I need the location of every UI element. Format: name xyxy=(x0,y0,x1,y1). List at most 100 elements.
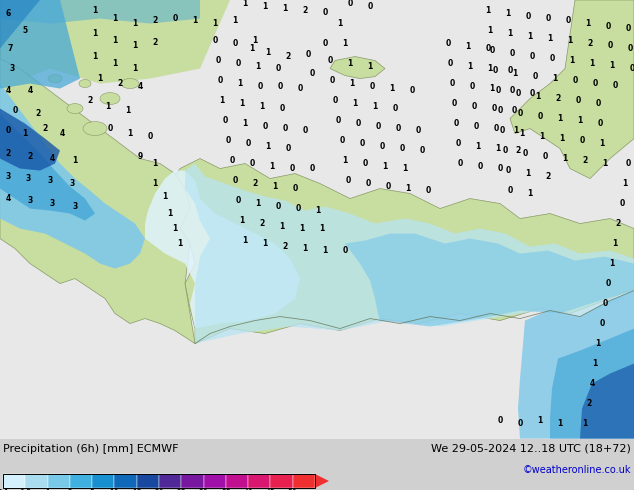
Polygon shape xyxy=(185,164,634,343)
Text: 1: 1 xyxy=(242,119,248,128)
Text: 0: 0 xyxy=(275,202,281,211)
Text: 1: 1 xyxy=(152,179,158,188)
Text: 35: 35 xyxy=(221,489,231,490)
Text: 0: 0 xyxy=(597,119,603,128)
Text: 0: 0 xyxy=(216,56,221,65)
Text: 1: 1 xyxy=(262,2,268,11)
Text: 50: 50 xyxy=(288,489,297,490)
Text: 1: 1 xyxy=(315,206,321,215)
Ellipse shape xyxy=(83,122,107,136)
Text: 3: 3 xyxy=(48,176,53,185)
Text: 0: 0 xyxy=(491,104,496,113)
Text: 0: 0 xyxy=(359,139,365,148)
Text: 0: 0 xyxy=(486,44,491,53)
Text: 2: 2 xyxy=(515,146,521,155)
Text: 1: 1 xyxy=(567,36,573,45)
Text: 1: 1 xyxy=(178,239,183,248)
Text: 1: 1 xyxy=(527,189,533,198)
Text: 0: 0 xyxy=(363,159,368,168)
Polygon shape xyxy=(145,171,300,329)
Text: 1: 1 xyxy=(347,59,353,68)
Text: 0: 0 xyxy=(509,49,515,58)
Text: 1: 1 xyxy=(514,126,519,135)
Text: We 29-05-2024 12..18 UTC (18+72): We 29-05-2024 12..18 UTC (18+72) xyxy=(431,444,631,454)
Bar xyxy=(3,474,315,488)
Text: 3: 3 xyxy=(49,199,55,208)
Text: 5: 5 xyxy=(22,26,27,35)
Text: 1: 1 xyxy=(403,164,408,173)
Text: 0: 0 xyxy=(235,196,241,205)
Text: 1: 1 xyxy=(559,134,565,143)
Text: 2: 2 xyxy=(282,242,288,251)
Text: 0: 0 xyxy=(356,119,361,128)
Text: 4: 4 xyxy=(138,82,143,91)
Text: 1: 1 xyxy=(547,34,553,43)
Text: 2: 2 xyxy=(152,38,158,47)
Text: 1: 1 xyxy=(233,16,238,25)
Text: 3: 3 xyxy=(72,202,77,211)
Polygon shape xyxy=(315,474,329,488)
Text: 0: 0 xyxy=(453,119,458,128)
Text: 0: 0 xyxy=(493,124,498,133)
Text: 1: 1 xyxy=(192,16,198,25)
Bar xyxy=(271,474,293,488)
Text: 0: 0 xyxy=(612,81,618,90)
Text: 0: 0 xyxy=(322,8,328,17)
Text: 1: 1 xyxy=(609,61,614,70)
Bar xyxy=(25,474,48,488)
Text: 1: 1 xyxy=(266,142,271,151)
Text: 0.1: 0.1 xyxy=(0,489,9,490)
Text: 0: 0 xyxy=(172,14,178,23)
Text: 0: 0 xyxy=(507,66,513,75)
Text: 0: 0 xyxy=(500,126,505,135)
Bar xyxy=(204,474,226,488)
Text: 1: 1 xyxy=(489,84,495,93)
Polygon shape xyxy=(510,0,634,178)
Text: 0: 0 xyxy=(550,54,555,63)
Text: 0: 0 xyxy=(498,164,503,173)
Text: 0: 0 xyxy=(346,176,351,185)
Text: 1: 1 xyxy=(320,224,325,233)
Text: 1: 1 xyxy=(133,19,138,28)
Text: 1: 1 xyxy=(162,192,167,201)
Text: 1: 1 xyxy=(562,154,567,163)
Text: 3: 3 xyxy=(69,179,75,188)
Bar xyxy=(3,474,25,488)
Text: 1: 1 xyxy=(342,39,347,48)
Polygon shape xyxy=(0,0,200,49)
Text: 1: 1 xyxy=(505,9,510,18)
Text: 0: 0 xyxy=(225,136,231,145)
Text: 45: 45 xyxy=(266,489,275,490)
Text: 0: 0 xyxy=(573,76,578,85)
Text: 1: 1 xyxy=(280,222,285,231)
Text: 0: 0 xyxy=(498,416,503,425)
Text: 1: 1 xyxy=(256,199,261,208)
Polygon shape xyxy=(0,0,195,343)
Polygon shape xyxy=(0,0,200,24)
Bar xyxy=(248,474,271,488)
Text: 0: 0 xyxy=(455,139,461,148)
Text: 10: 10 xyxy=(110,489,119,490)
Text: 1: 1 xyxy=(590,59,595,68)
Text: 1: 1 xyxy=(488,64,493,73)
Text: 6: 6 xyxy=(5,9,11,18)
Text: 0: 0 xyxy=(493,66,498,75)
Text: 9: 9 xyxy=(138,152,143,161)
Polygon shape xyxy=(0,0,145,269)
Text: 1: 1 xyxy=(133,64,138,73)
Text: 0.5: 0.5 xyxy=(19,489,31,490)
Text: 0: 0 xyxy=(392,104,398,113)
Text: 0: 0 xyxy=(605,22,611,31)
Text: 0: 0 xyxy=(522,149,527,158)
Text: 0: 0 xyxy=(517,419,522,428)
Polygon shape xyxy=(518,291,634,439)
Text: 0: 0 xyxy=(517,109,522,118)
Text: 1: 1 xyxy=(585,19,591,28)
Text: 0: 0 xyxy=(419,146,425,155)
Bar xyxy=(70,474,92,488)
Text: 1: 1 xyxy=(342,156,347,165)
Text: 0: 0 xyxy=(327,56,333,65)
Text: 1: 1 xyxy=(476,142,481,151)
Text: 1: 1 xyxy=(256,62,261,71)
Text: 0: 0 xyxy=(347,0,353,8)
